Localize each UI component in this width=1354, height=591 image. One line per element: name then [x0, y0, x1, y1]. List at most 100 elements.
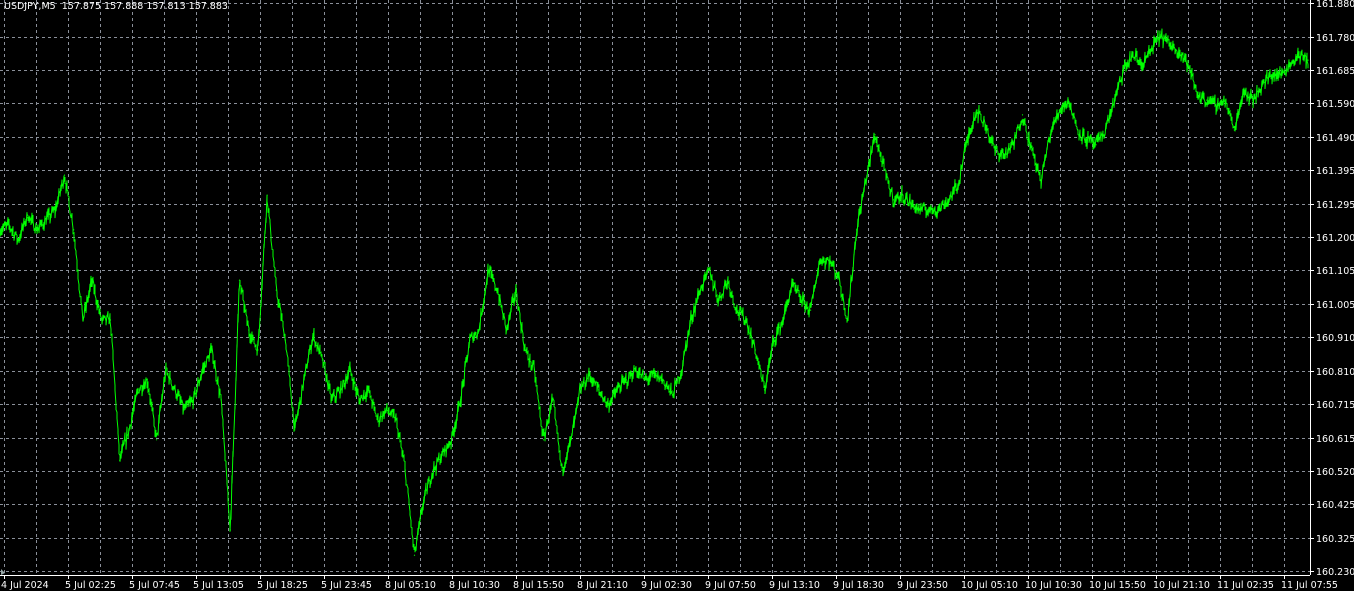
price-point — [496, 289, 498, 291]
time-tick-label: 10 Jul 05:10 — [961, 580, 1018, 591]
price-point — [1104, 129, 1106, 131]
price-point — [791, 284, 793, 286]
price-point — [441, 454, 443, 456]
price-point — [763, 389, 766, 391]
price-point — [377, 419, 379, 421]
price-tick-label: 161.685 — [1316, 66, 1354, 77]
price-point — [331, 399, 333, 401]
price-point — [478, 329, 480, 331]
price-point — [36, 229, 38, 231]
price-point — [717, 299, 720, 301]
price-point — [570, 439, 572, 441]
price-point — [174, 389, 176, 391]
price-point — [423, 499, 425, 501]
price-point — [1150, 49, 1152, 51]
price-point — [1049, 134, 1051, 136]
price-point — [63, 174, 66, 176]
price-point — [1141, 64, 1143, 66]
price-point — [957, 184, 959, 186]
price-point — [275, 289, 277, 291]
price-point — [1169, 44, 1171, 46]
price-point — [800, 299, 803, 301]
price-point — [874, 134, 876, 136]
price-tick-label: 160.425 — [1316, 500, 1354, 511]
price-tick-label: 161.590 — [1316, 99, 1354, 110]
price-point — [54, 209, 56, 211]
time-tick-label: 10 Jul 15:50 — [1089, 580, 1146, 591]
price-point — [156, 439, 158, 441]
price-point — [754, 349, 756, 351]
time-tick-label: 8 Jul 21:10 — [577, 580, 628, 591]
price-point — [1224, 99, 1226, 101]
price-point — [1178, 49, 1180, 51]
price-point — [1261, 84, 1263, 86]
price-point — [727, 279, 729, 281]
price-point — [819, 259, 821, 261]
time-axis[interactable]: 4 Jul 2024 5 Jul 02:25 5 Jul 07:45 5 Jul 13… — [1, 575, 1338, 591]
price-point — [1289, 64, 1291, 66]
price-point — [238, 279, 241, 281]
time-tick-label: 9 Jul 13:10 — [769, 580, 820, 591]
price-point — [1132, 54, 1134, 56]
time-tick-label: 5 Jul 18:25 — [257, 580, 308, 591]
price-tick-label: 161.395 — [1316, 166, 1354, 177]
price-point — [975, 109, 978, 111]
price-point — [1252, 99, 1254, 101]
price-point — [469, 339, 471, 341]
price-point — [165, 369, 167, 371]
price-point — [1040, 179, 1042, 181]
price-point — [966, 139, 968, 141]
price-point — [1095, 144, 1097, 146]
price-point — [17, 239, 19, 241]
chart-header: USDJPY,M5 157.875 157.888 157.813 157.88… — [4, 1, 228, 12]
price-point — [1086, 139, 1088, 141]
price-point — [100, 319, 102, 321]
price-point — [828, 259, 830, 261]
price-point — [1242, 89, 1245, 91]
price-point — [524, 349, 526, 351]
price-point — [690, 319, 692, 321]
time-tick-label: 9 Jul 07:50 — [705, 580, 756, 591]
price-point — [708, 269, 710, 271]
price-point — [229, 529, 231, 531]
price-point — [625, 379, 628, 381]
price-point — [1114, 99, 1116, 101]
ohlc-values: 157.875 157.888 157.813 157.883 — [61, 1, 228, 12]
price-point — [45, 219, 47, 221]
time-tick-label: 8 Jul 10:30 — [449, 580, 500, 591]
price-point — [8, 224, 10, 226]
price-point — [460, 399, 462, 401]
grid — [0, 0, 1310, 575]
time-tick-label: 5 Jul 07:45 — [129, 580, 180, 591]
price-point — [883, 169, 885, 171]
price-point — [192, 399, 194, 401]
time-tick-label: 8 Jul 15:50 — [513, 580, 564, 591]
price-point — [1160, 34, 1162, 36]
price-point — [994, 149, 996, 151]
price-point — [938, 207, 941, 209]
price-point — [644, 379, 646, 381]
price-point — [1058, 109, 1060, 111]
price-point — [1067, 99, 1070, 101]
price-point — [773, 339, 775, 341]
time-tick-label: 5 Jul 02:25 — [65, 580, 116, 591]
price-point — [487, 269, 489, 271]
price-point — [1206, 99, 1208, 101]
price-point — [856, 229, 858, 231]
price-point — [202, 369, 204, 371]
time-tick-label: 8 Jul 05:10 — [385, 580, 436, 591]
price-point — [745, 319, 747, 321]
price-point — [1123, 69, 1125, 71]
price-point — [1298, 54, 1300, 56]
price-point — [1215, 104, 1217, 106]
price-point — [183, 409, 185, 411]
price-point — [635, 369, 637, 371]
price-point — [579, 389, 581, 391]
price-axis[interactable]: 161.880 161.780 161.685 161.590 161.490 161.3… — [1310, 0, 1354, 578]
price-point — [91, 279, 93, 281]
price-point — [948, 199, 950, 201]
price-point — [1021, 114, 1024, 116]
price-tick-label: 160.520 — [1316, 467, 1354, 478]
price-point — [736, 309, 738, 311]
